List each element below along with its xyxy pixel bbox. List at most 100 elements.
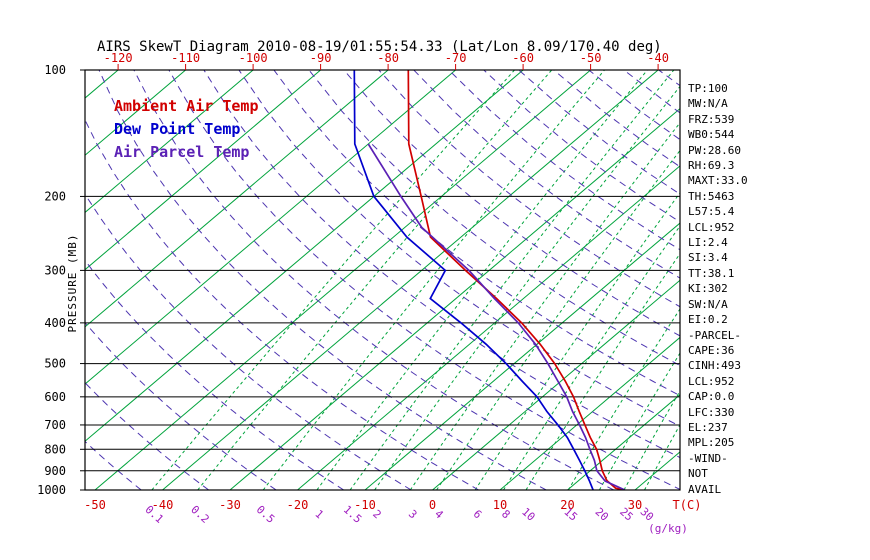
stat-line: LCL:952 — [688, 220, 735, 234]
legend-item-dew-point: Dew Point Temp — [114, 120, 241, 138]
isotherm-line — [85, 70, 456, 385]
x-bottom-tick-label: -40 — [152, 498, 174, 512]
pressure-tick-label: 200 — [44, 189, 66, 203]
isotherm-line — [567, 394, 680, 490]
isotherm-line — [85, 70, 186, 156]
x-bottom-tick-label: -20 — [287, 498, 309, 512]
dry-adiabat-line — [133, 70, 614, 490]
isotherm-line — [85, 70, 389, 328]
legend-item-air-parcel: Air Parcel Temp — [114, 143, 250, 161]
dew-point-curve — [353, 70, 594, 490]
mixing-ratio-line — [474, 192, 680, 490]
stat-line: -WIND- — [688, 451, 728, 465]
legend-item-ambient-temp: Ambient Air Temp — [114, 97, 259, 115]
stat-line: KI:302 — [688, 282, 728, 296]
mixing-ratio-unit-label: (g/kg) — [648, 522, 688, 535]
mixing-ratio-line — [262, 70, 605, 490]
x-bottom-tick-label: 0 — [429, 498, 436, 512]
stat-line: SW:N/A — [688, 297, 728, 311]
stat-line: FRZ:539 — [688, 112, 735, 126]
x-top-tick-label: -110 — [171, 51, 200, 65]
dry-adiabat-line — [343, 70, 680, 337]
x-bottom-tick-label: 30 — [628, 498, 642, 512]
x-top-tick-label: -70 — [445, 51, 467, 65]
stat-line: LCL:952 — [688, 374, 735, 388]
mixing-ratio-label: 20 — [592, 505, 611, 524]
mixing-ratio-label: 1 — [312, 507, 326, 521]
stat-line: MPL:205 — [688, 436, 735, 450]
stat-line: RH:69.3 — [688, 159, 735, 173]
stat-line: SI:3.4 — [688, 251, 728, 265]
stat-line: EI:0.2 — [688, 313, 728, 327]
pressure-tick-label: 800 — [44, 442, 66, 456]
pressure-tick-label: 500 — [44, 357, 66, 371]
stat-line: EL:237 — [688, 420, 728, 434]
pressure-tick-label: 900 — [44, 464, 66, 478]
dry-adiabat-line — [483, 70, 680, 223]
mixing-ratio-line — [374, 85, 680, 490]
x-bottom-tick-label: -30 — [219, 498, 241, 512]
stat-line: -PARCEL- — [688, 328, 741, 342]
mixing-ratio-label: 10 — [519, 505, 538, 524]
stat-line: WB0:544 — [688, 128, 735, 142]
stat-line: TH:5463 — [688, 189, 735, 203]
stat-line: L57:5.4 — [688, 205, 735, 219]
mixing-ratio-line — [349, 70, 675, 490]
mixing-ratio-line — [525, 252, 680, 490]
mixing-ratio-line — [197, 70, 553, 490]
stat-line: MAXT:33.0 — [688, 174, 748, 188]
pressure-tick-label: 400 — [44, 316, 66, 330]
pressure-tick-label: 700 — [44, 418, 66, 432]
dry-adiabat-line — [308, 70, 680, 367]
stat-line: AVAIL — [688, 482, 722, 496]
mixing-ratio-label: 3 — [406, 507, 420, 521]
dry-adiabat-line — [203, 70, 680, 459]
dry-adiabat-line — [168, 70, 680, 490]
isotherm-line — [85, 70, 254, 214]
sounding-curves — [353, 70, 626, 490]
x-bottom-tick-label: -10 — [354, 498, 376, 512]
legend: Ambient Air Temp Dew Point Temp Air Parcel… — [114, 95, 259, 164]
pressure-tick-label: 100 — [44, 63, 66, 77]
x-top-tick-label: -80 — [377, 51, 399, 65]
stat-line: PW:28.60 — [688, 143, 741, 157]
mixing-ratio-label: 0.5 — [254, 503, 277, 526]
x-top-tick-label: -90 — [310, 51, 332, 65]
air-parcel-curve — [367, 143, 626, 490]
stat-line: LI:2.4 — [688, 236, 728, 250]
isotherm-line — [297, 165, 680, 490]
stat-line: CAP:0.0 — [688, 390, 735, 404]
mixing-ratio-line — [567, 308, 680, 490]
isotherm-line — [85, 70, 321, 271]
pressure-tick-label: 600 — [44, 390, 66, 404]
isotherm-line — [364, 222, 680, 490]
stat-line: TP:100 — [688, 82, 728, 95]
isotherm-line — [0, 70, 51, 490]
isotherm-line — [432, 279, 680, 490]
dry-adiabat-line — [448, 70, 680, 251]
stat-line: CAPE:36 — [688, 343, 735, 357]
x-top-tick-label: -60 — [512, 51, 534, 65]
mixing-ratio-line — [503, 225, 680, 490]
x-bottom-tick-label: -50 — [84, 498, 106, 512]
x-top-tick-label: -100 — [239, 51, 268, 65]
mixing-ratio-line — [436, 149, 680, 490]
stat-line: TT:38.1 — [688, 266, 735, 280]
dry-adiabat-line — [98, 70, 547, 490]
isotherm-line — [634, 451, 680, 490]
dry-adiabat-line — [85, 259, 344, 490]
plot-frame — [84, 69, 681, 491]
pressure-tick-label: 300 — [44, 263, 66, 277]
dry-adiabat-line — [378, 70, 680, 308]
stat-line: LFC:330 — [688, 405, 735, 419]
stat-line: CINH:493 — [688, 359, 741, 373]
mixing-ratio-line — [316, 70, 648, 490]
pressure-tick-label: 1000 — [37, 483, 66, 497]
y-axis-label: PRESSURE (MB) — [66, 233, 79, 332]
x-bottom-tick-label: 20 — [560, 498, 574, 512]
x-top-tick-label: -40 — [647, 51, 669, 65]
x-bottom-tick-label: 10 — [493, 498, 507, 512]
ambient-temp-curve — [407, 70, 626, 490]
